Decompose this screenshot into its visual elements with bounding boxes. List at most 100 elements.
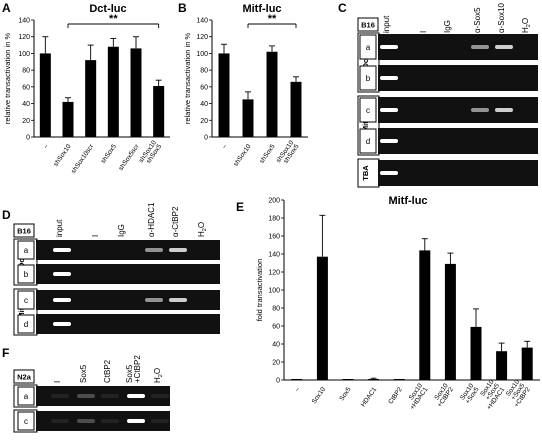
y-tick-label: 120 [268, 270, 280, 277]
gel-row-box [359, 34, 377, 60]
gel-row-label: c [24, 296, 28, 305]
lane-header: Sox5 [79, 364, 88, 383]
x-tick-label: – [221, 143, 229, 150]
gel-row-box [17, 290, 35, 310]
lane-header: input [382, 15, 391, 33]
bar [130, 48, 142, 137]
gel-row-box [359, 97, 377, 123]
gel-band [101, 419, 119, 423]
bar [62, 101, 74, 137]
y-tick-label: 0 [26, 135, 30, 142]
gel-strip [36, 240, 220, 260]
lane-header: α-HDAC1 [147, 202, 156, 237]
bar [521, 347, 533, 380]
gel-row-label: a [24, 392, 29, 401]
y-tick-label: 180 [268, 216, 280, 223]
gel-row-box [359, 65, 377, 91]
y-tick-label: 80 [272, 306, 280, 313]
lane-header: H2O [197, 222, 208, 237]
panel-label-e: E [236, 200, 244, 214]
gel-group-label: Dct [361, 56, 370, 69]
gel-row-label: c [366, 106, 370, 115]
bar [496, 351, 508, 380]
x-tick-label: Sox10+HDAC1 [404, 382, 430, 411]
x-tick-label: shSox10 [52, 143, 72, 168]
y-tick-label: 120 [196, 34, 208, 41]
gel-row-label: a [366, 43, 371, 52]
bar [342, 379, 354, 380]
y-tick-label: 60 [22, 84, 30, 91]
gel-row-box [359, 128, 377, 154]
y-tick-label: 60 [200, 84, 208, 91]
gel-band [380, 76, 398, 80]
gel-band [151, 419, 169, 423]
gel-strip [378, 34, 538, 60]
x-tick-label: Sox10+Sox5 [459, 382, 481, 405]
panel-label-c: C [338, 1, 347, 15]
gel-strip [36, 264, 220, 284]
x-tick-label: HDAC1 [360, 386, 379, 408]
panel-label-f: F [2, 346, 9, 360]
lane-header: I [53, 381, 62, 383]
gel-group-frame [357, 95, 380, 156]
y-axis-label: relative transactivation in % [3, 33, 12, 125]
panel-label-d: D [2, 208, 11, 222]
y-tick-label: 100 [196, 51, 208, 58]
cell-line-label: N2a [17, 373, 32, 382]
y-tick-label: 140 [18, 18, 30, 25]
lane-header-line: Sox5 [125, 364, 134, 383]
x-tick-label: – [42, 143, 50, 150]
significance-stars: ** [268, 13, 277, 25]
panel-label-a: A [2, 1, 11, 15]
gel-band [380, 139, 398, 143]
bar [85, 60, 97, 137]
lane-header: α-Sox10 [497, 2, 506, 33]
y-axis-label: fold transactivation [255, 259, 264, 322]
gel-band [51, 419, 69, 423]
gel-strip [378, 97, 538, 123]
y-tick-label: 100 [18, 51, 30, 58]
y-tick-label: 20 [200, 118, 208, 125]
y-tick-label: 20 [22, 118, 30, 125]
y-tick-label: 0 [204, 135, 208, 142]
bar [291, 379, 303, 380]
y-tick-label: 40 [22, 101, 30, 108]
gel-band [380, 45, 398, 49]
y-tick-label: 200 [268, 198, 280, 205]
chart-title: Dct-luc [89, 3, 126, 15]
gel-band [53, 322, 71, 326]
lane-header: α-Sox5 [473, 7, 482, 33]
lane-header-tail: O [521, 18, 530, 24]
lane-header: H2O [153, 368, 164, 383]
significance-stars: ** [109, 13, 118, 25]
lane-header-subscript: 2 [202, 228, 208, 231]
gel-strip [36, 314, 220, 334]
gel-strip [36, 386, 170, 406]
chart-panel-b: Mitf-luc relative transactivation in % 0 20… [183, 3, 308, 168]
gel-row-label: c [24, 417, 28, 426]
lane-header: H2O [521, 18, 532, 33]
lane-header: CtBP2 [103, 359, 112, 383]
y-tick-label: 60 [272, 324, 280, 331]
bar [153, 86, 165, 137]
x-tick-label: Sox10+Sox5+HDAC1 [475, 378, 506, 411]
lane-header-tail: O [197, 222, 206, 228]
y-tick-label: 120 [18, 34, 30, 41]
gel-strip [378, 65, 538, 91]
gel-band [151, 394, 169, 398]
lane-header-subscript: 2 [158, 374, 164, 377]
lane-header-tail: O [153, 368, 162, 374]
lane-header: I [419, 31, 428, 33]
gel-band [101, 394, 119, 398]
bar [218, 53, 230, 137]
gel-band [471, 108, 489, 112]
y-tick-label: 160 [268, 234, 280, 241]
bar [107, 46, 119, 137]
gel-band [77, 419, 95, 423]
gel-row-label: b [24, 270, 29, 279]
gel-row-box [17, 386, 35, 406]
x-tick-label: shSox10 [232, 143, 252, 168]
x-tick-label: Sox10+CtBP2 [431, 382, 455, 409]
